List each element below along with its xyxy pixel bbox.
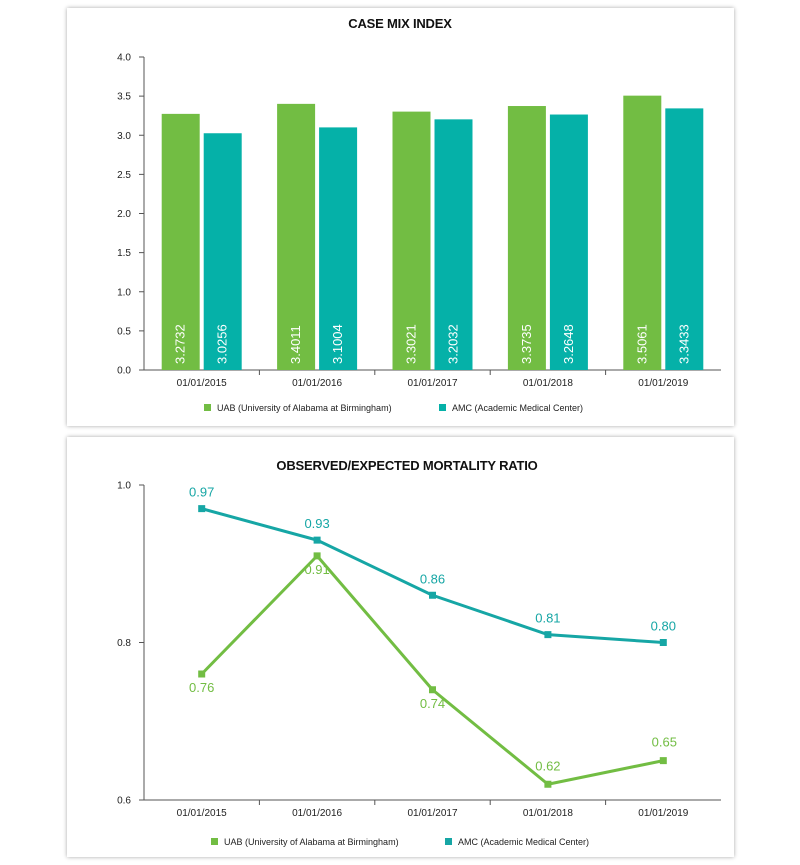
x-tick-label: 01/01/2019	[638, 808, 688, 819]
y-tick-label: 1.0	[117, 287, 131, 298]
y-tick-label: 2.5	[117, 170, 131, 181]
bar	[203, 133, 242, 370]
bar	[549, 114, 588, 370]
data-point-label: 0.76	[189, 680, 214, 695]
data-point	[313, 552, 321, 560]
bar-value-label: 3.3433	[676, 324, 691, 364]
bar	[277, 103, 316, 370]
x-tick-label: 01/01/2015	[177, 808, 227, 819]
legend-label: UAB (University of Alabama at Birmingham…	[224, 837, 399, 847]
bar	[507, 106, 546, 371]
y-tick-label: 3.0	[117, 131, 131, 142]
data-point	[659, 639, 667, 646]
legend-swatch	[439, 404, 446, 411]
x-tick-label: 01/01/2016	[292, 808, 342, 819]
data-point	[659, 757, 667, 765]
bar-value-label: 3.1004	[330, 324, 345, 364]
data-point-label: 0.91	[304, 562, 329, 577]
data-point-label: 0.86	[420, 571, 445, 586]
bar-value-label: 3.3021	[404, 324, 419, 364]
x-tick-label: 01/01/2018	[523, 378, 573, 389]
legend-label: UAB (University of Alabama at Birmingham…	[217, 403, 392, 413]
data-point	[198, 505, 206, 513]
data-point	[429, 686, 436, 694]
bar	[434, 119, 473, 370]
bar-value-label: 3.3735	[519, 324, 534, 364]
data-point-label: 0.97	[189, 485, 214, 500]
x-tick-label: 01/01/2017	[407, 378, 457, 389]
bar	[665, 108, 704, 370]
mortality-ratio-chart: OBSERVED/EXPECTED MORTALITY RATIO0.60.81…	[117, 458, 721, 847]
y-tick-label: 2.0	[117, 209, 131, 220]
bar-value-label: 3.5061	[634, 324, 649, 364]
case-mix-index-chart: CASE MIX INDEX 0.0 0.5 1.0 1.5 2.0 2.5 3.0 3.5 4.…	[117, 16, 721, 413]
data-point-label: 0.62	[535, 758, 560, 773]
legend-swatch	[211, 838, 218, 845]
data-point	[544, 780, 552, 788]
legend-label: AMC (Academic Medical Center)	[458, 837, 589, 847]
y-tick-label: 0.6	[117, 796, 131, 807]
case-mix-index-chart-card: CASE MIX INDEX 0.0 0.5 1.0 1.5 2.0 2.5 3.0 3.5 4.…	[67, 8, 734, 426]
x-tick-label: 01/01/2015	[177, 378, 227, 389]
data-point-label: 0.65	[652, 735, 677, 750]
bar-value-label: 3.2032	[446, 324, 461, 364]
data-point	[313, 536, 321, 544]
chart-title: CASE MIX INDEX	[348, 16, 452, 31]
legend-swatch	[204, 404, 211, 411]
data-point-label: 0.80	[651, 619, 676, 634]
y-tick-label: 0.8	[117, 638, 131, 649]
y-tick-label: 0.0	[117, 366, 131, 377]
series-line	[200, 554, 664, 786]
mortality-ratio-chart-card: OBSERVED/EXPECTED MORTALITY RATIO 0.6 0.8 1…	[67, 437, 734, 857]
legend-swatch	[445, 838, 452, 845]
chart-title: OBSERVED/EXPECTED MORTALITY RATIO	[276, 458, 537, 473]
x-tick-label: 01/01/2016	[292, 378, 342, 389]
bar-value-label: 3.2648	[561, 324, 576, 364]
data-point	[429, 591, 436, 599]
x-tick-label: 01/01/2017	[407, 808, 457, 819]
bar	[319, 127, 358, 370]
y-tick-label: 4.0	[117, 53, 131, 64]
y-tick-label: 1.5	[117, 248, 131, 259]
y-tick-label: 1.0	[117, 481, 131, 492]
bar-value-label: 3.2732	[173, 324, 188, 364]
bar-value-label: 3.4011	[288, 325, 303, 364]
data-point-label: 0.81	[535, 611, 560, 626]
y-tick-label: 0.5	[117, 326, 131, 337]
x-tick-label: 01/01/2018	[523, 808, 573, 819]
bar	[161, 113, 200, 370]
legend-label: AMC (Academic Medical Center)	[452, 403, 583, 413]
data-point	[198, 670, 206, 678]
data-point	[544, 631, 552, 639]
x-tick-label: 01/01/2019	[638, 378, 688, 389]
bar	[623, 95, 662, 370]
data-point-label: 0.74	[420, 696, 445, 711]
y-tick-label: 3.5	[117, 92, 131, 103]
bar-value-label: 3.0256	[215, 324, 230, 364]
bar	[392, 111, 431, 371]
data-point-label: 0.93	[304, 516, 329, 531]
